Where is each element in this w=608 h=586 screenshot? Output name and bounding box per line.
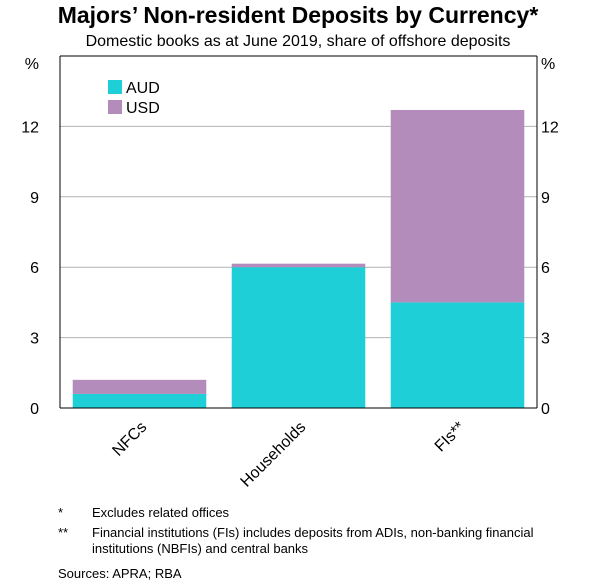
footnote-2-mark: ** <box>58 525 69 540</box>
bar-aud-1 <box>231 267 366 408</box>
y-tick-right-0: 0 <box>541 401 550 418</box>
sources: Sources: APRA; RBA <box>58 566 182 581</box>
legend-label-usd: USD <box>126 100 160 117</box>
bar-usd-0 <box>72 379 207 394</box>
y-unit-right: % <box>541 56 555 73</box>
y-tick-left-12: 12 <box>21 119 39 136</box>
axes <box>59 55 538 409</box>
y-tick-left-3: 3 <box>30 331 39 348</box>
bar-aud-0 <box>72 393 207 408</box>
y-tick-right-12: 12 <box>541 119 559 136</box>
bar-usd-1 <box>231 263 366 268</box>
footnote-2-text: Financial institutions (FIs) includes de… <box>92 525 534 556</box>
bar-usd-2 <box>390 109 525 303</box>
x-tick-label-0: NFCs <box>109 419 150 460</box>
footnote-1-text: Excludes related offices <box>92 505 230 520</box>
footnote-1-mark: * <box>58 505 64 520</box>
footnote-2: ** Financial institutions (FIs) includes… <box>58 525 598 557</box>
footnotes: * Excludes related offices ** Financial … <box>58 505 598 561</box>
chart-subtitle: Domestic books as at June 2019, share of… <box>85 33 511 50</box>
chart-title: Majors’ Non-resident Deposits by Currenc… <box>57 2 539 28</box>
legend: AUD USD <box>108 80 160 117</box>
footnote-1: * Excludes related offices <box>58 505 598 521</box>
y-tick-left-6: 6 <box>30 260 39 277</box>
x-tick-label-2: FIs** <box>432 419 469 456</box>
y-tick-right-3: 3 <box>541 331 550 348</box>
y-tick-left-9: 9 <box>30 190 39 207</box>
legend-label-aud: AUD <box>126 80 160 97</box>
stacked-bar-chart: 0 0 3 3 6 6 9 9 12 12% % NFCs Households FIs** AUD USD <box>21 55 559 491</box>
y-tick-right-9: 9 <box>541 190 550 207</box>
bar-aud-2 <box>390 302 525 408</box>
legend-swatch-usd <box>108 100 122 114</box>
bars <box>72 109 525 408</box>
y-tick-left-0: 0 <box>30 401 39 418</box>
y-unit-left: % <box>25 56 39 73</box>
legend-swatch-aud <box>108 80 122 94</box>
y-tick-right-6: 6 <box>541 260 550 277</box>
x-tick-label-1: Households <box>238 419 310 491</box>
